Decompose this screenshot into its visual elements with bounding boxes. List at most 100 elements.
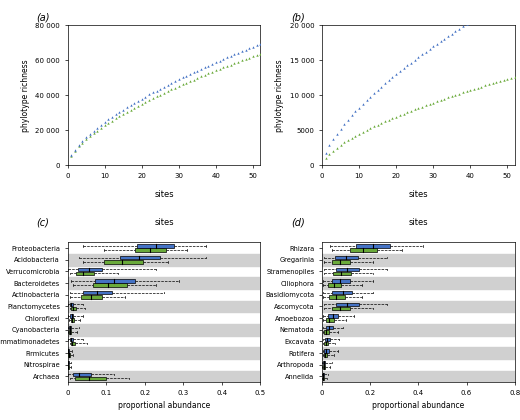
Point [403, 62, 411, 69]
Point [208, 60, 216, 67]
Bar [68, 365, 69, 369]
Point [175, 76, 183, 83]
Point [82, 134, 90, 141]
Point [93, 124, 101, 131]
Point [422, 48, 430, 55]
Bar [328, 314, 339, 318]
Text: (a): (a) [36, 13, 50, 23]
Point [141, 93, 150, 100]
Point [407, 108, 415, 114]
Point [451, 28, 460, 34]
Point [79, 138, 87, 144]
Point [414, 54, 423, 60]
Point [455, 25, 463, 32]
Bar [332, 260, 350, 264]
Bar [69, 326, 71, 329]
Point [344, 116, 352, 123]
Point [178, 74, 187, 81]
Point [227, 61, 235, 68]
Bar [68, 254, 261, 265]
Point [156, 91, 164, 98]
Y-axis label: phylotype richness: phylotype richness [21, 59, 30, 131]
Bar [324, 330, 329, 333]
Point [462, 88, 471, 94]
Point [429, 43, 437, 50]
Bar [70, 302, 73, 306]
Point [112, 115, 120, 122]
Point [326, 142, 334, 149]
Point [138, 100, 146, 107]
Point [182, 79, 190, 86]
Point [108, 117, 116, 124]
Point [444, 94, 452, 101]
Point [197, 66, 205, 72]
Point [67, 152, 75, 158]
Bar [329, 295, 345, 299]
Bar [322, 277, 515, 289]
Point [149, 95, 157, 102]
Text: sites: sites [154, 190, 174, 199]
Point [215, 57, 224, 64]
Bar [71, 342, 74, 345]
Point [407, 59, 415, 66]
Point [366, 93, 374, 100]
Bar [69, 330, 71, 333]
Point [182, 72, 190, 79]
Point [97, 121, 105, 128]
Point [340, 121, 348, 127]
Point [403, 109, 411, 116]
Bar [95, 279, 135, 283]
Bar [120, 256, 160, 260]
Point [333, 144, 341, 151]
Point [256, 50, 265, 57]
Point [321, 155, 330, 161]
Point [488, 4, 497, 11]
Point [359, 129, 367, 135]
Bar [76, 272, 94, 275]
Point [448, 93, 456, 100]
Point [351, 132, 359, 139]
Point [67, 152, 75, 159]
Bar [350, 248, 378, 252]
Point [145, 91, 153, 98]
Point [362, 127, 371, 134]
Point [485, 81, 493, 88]
Point [152, 93, 161, 100]
Point [440, 95, 449, 102]
Point [492, 79, 500, 85]
Point [396, 112, 404, 118]
Bar [324, 353, 327, 357]
Point [496, 78, 504, 84]
Bar [325, 338, 330, 341]
Text: (d): (d) [291, 218, 305, 227]
Point [193, 75, 202, 81]
Point [71, 147, 79, 154]
Point [71, 146, 79, 153]
Bar [336, 302, 359, 306]
Point [171, 84, 179, 91]
Bar [81, 295, 101, 299]
Point [503, 0, 512, 2]
Point [238, 48, 246, 55]
Point [89, 130, 98, 136]
X-axis label: proportional abundance: proportional abundance [372, 402, 464, 410]
Point [126, 106, 135, 113]
Point [336, 142, 345, 148]
Point [440, 35, 449, 42]
Point [74, 143, 83, 150]
Point [329, 147, 337, 154]
Bar [68, 301, 261, 312]
Point [370, 90, 378, 97]
Point [385, 116, 393, 123]
Point [215, 66, 224, 72]
Point [474, 84, 482, 91]
Point [355, 104, 363, 111]
Point [466, 18, 474, 25]
Point [459, 23, 467, 29]
Point [123, 108, 131, 115]
Point [422, 102, 430, 109]
Point [234, 58, 242, 65]
Point [223, 63, 231, 69]
Bar [328, 284, 341, 287]
Bar [68, 347, 261, 359]
